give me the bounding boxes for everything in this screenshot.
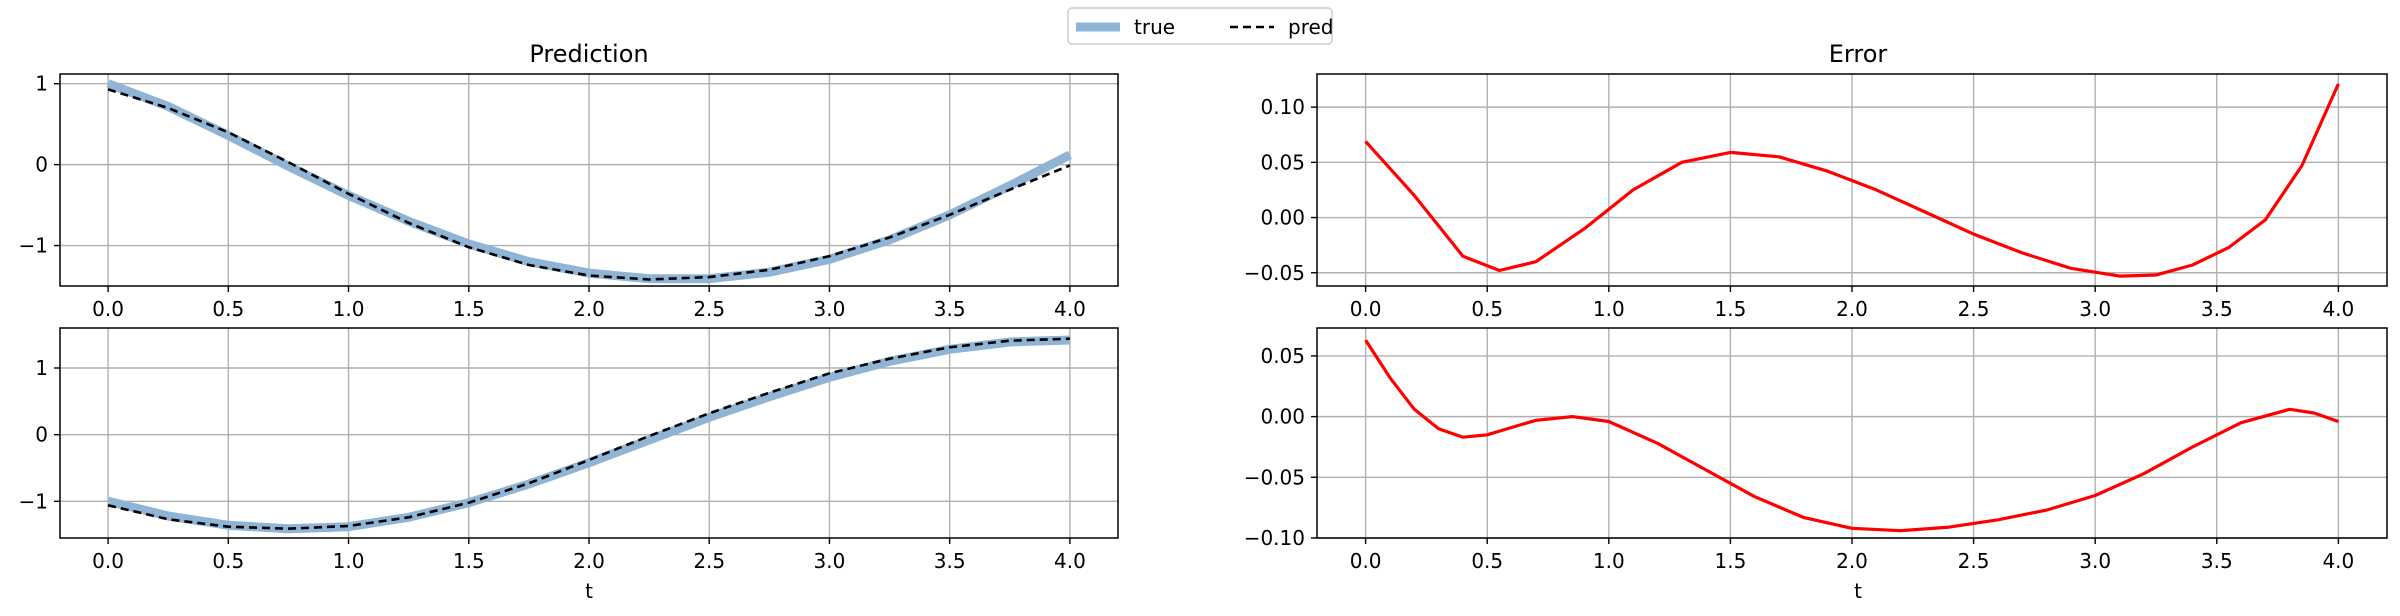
- error-top-error-series-line: [1364, 83, 2340, 278]
- legend-frame: [1067, 7, 1333, 45]
- error-top-ytick-label: −0.05: [1244, 261, 1305, 285]
- error-top-ytick-label: 0.00: [1260, 206, 1305, 230]
- error-bottom-xtick-label: 4.0: [2322, 549, 2354, 573]
- error-top-ytick-label: 0.10: [1260, 95, 1305, 119]
- prediction-bottom-ytick-label: −1: [19, 489, 48, 513]
- error-bottom-xtick-label: 1.0: [1593, 549, 1625, 573]
- prediction-bottom-xtick-label: 1.5: [453, 549, 485, 573]
- error-top-xtick-label: 3.0: [2079, 297, 2111, 321]
- prediction-bottom-panel: −1 0 1 0.0 0.5 1.0 1.5 2.0 2.5 3.0 3.5 4.0 t: [19, 327, 1119, 603]
- prediction-bottom-pred-series-line: [107, 337, 1070, 531]
- prediction-bottom-xlabel: t: [585, 579, 593, 603]
- prediction-bottom-xtick-label: 1.0: [333, 549, 365, 573]
- error-top-frame: [1316, 73, 2388, 287]
- prediction-top-xtick-label: 2.5: [693, 297, 725, 321]
- legend: true pred: [1067, 7, 1333, 45]
- prediction-bottom-xtick-label: 4.0: [1054, 549, 1086, 573]
- error-bottom-xtick-label: 2.5: [1958, 549, 1990, 573]
- prediction-bottom-ytick-label: 0: [35, 423, 48, 447]
- prediction-top-xtick-label: 1.5: [453, 297, 485, 321]
- prediction-bottom-xtick-label: 3.0: [814, 549, 846, 573]
- error-bottom-xtick-label: 3.5: [2201, 549, 2233, 573]
- prediction-bottom-ytick-label: 1: [35, 356, 48, 380]
- error-bottom-frame: [1316, 327, 2388, 539]
- error-bottom-ytick-label: 0.05: [1260, 344, 1305, 368]
- error-bottom-xtick-label: 3.0: [2079, 549, 2111, 573]
- prediction-top-ytick-label: −1: [19, 234, 48, 258]
- error-top-panel: Error −0.05 0.00 0.05 0.10 0.0 0.5 1.0 1.5 2.0 2…: [1244, 40, 2388, 321]
- prediction-top-panel: Prediction −1 0 1 0.0 0.5 1.0 1.5 2.0 2.5 3.0 3.5…: [19, 40, 1119, 321]
- error-bottom-xtick-label: 0.0: [1350, 549, 1382, 573]
- prediction-top-xtick-label: 1.0: [333, 297, 365, 321]
- error-bottom-ytick-label: −0.05: [1244, 465, 1305, 489]
- error-bottom-panel: −0.10 −0.05 0.00 0.05 0.0 0.5 1.0 1.5 2.0 2.5 3.0…: [1244, 327, 2388, 603]
- prediction-top-ytick-label: 1: [35, 72, 48, 96]
- error-top-xtick-label: 1.5: [1715, 297, 1747, 321]
- error-bottom-xtick-label: 2.0: [1836, 549, 1868, 573]
- legend-pred-label: pred: [1288, 15, 1333, 39]
- prediction-bottom-frame: [59, 327, 1119, 539]
- error-top-xtick-label: 1.0: [1593, 297, 1625, 321]
- prediction-top-xtick-label: 0.5: [212, 297, 244, 321]
- error-top-xtick-label: 2.5: [1958, 297, 1990, 321]
- error-bottom-ytick-label: 0.00: [1260, 405, 1305, 429]
- prediction-top-frame: [59, 73, 1119, 287]
- prediction-top-xtick-label: 0.0: [92, 297, 124, 321]
- error-top-xtick-label: 0.0: [1350, 297, 1382, 321]
- prediction-bottom-xtick-label: 3.5: [934, 549, 966, 573]
- prediction-top-ytick-label: 0: [35, 153, 48, 177]
- prediction-top-xtick-label: 3.5: [934, 297, 966, 321]
- legend-true-label: true: [1134, 15, 1175, 39]
- prediction-top-pred-series-line: [107, 88, 1071, 281]
- prediction-title: Prediction: [529, 40, 648, 68]
- error-top-xtick-label: 2.0: [1836, 297, 1868, 321]
- error-title: Error: [1829, 40, 1888, 68]
- prediction-top-xtick-label: 4.0: [1054, 297, 1086, 321]
- error-top-ytick-label: 0.05: [1260, 150, 1305, 174]
- prediction-bottom-xtick-label: 2.0: [573, 549, 605, 573]
- error-bottom-ytick-label: −0.10: [1244, 526, 1305, 550]
- error-top-xtick-label: 4.0: [2322, 297, 2354, 321]
- error-bottom-xtick-label: 1.5: [1715, 549, 1747, 573]
- error-bottom-xtick-label: 0.5: [1471, 549, 1503, 573]
- prediction-top-xtick-label: 2.0: [573, 297, 605, 321]
- prediction-top-true-series-line: [106, 79, 1072, 284]
- prediction-top-xtick-label: 3.0: [814, 297, 846, 321]
- error-top-xtick-label: 0.5: [1471, 297, 1503, 321]
- error-bottom-xlabel: t: [1854, 579, 1862, 603]
- prediction-bottom-xtick-label: 0.5: [212, 549, 244, 573]
- prediction-bottom-xtick-label: 0.0: [92, 549, 124, 573]
- error-bottom-error-series-line: [1364, 339, 2339, 533]
- prediction-bottom-xtick-label: 2.5: [693, 549, 725, 573]
- error-top-xtick-label: 3.5: [2201, 297, 2233, 321]
